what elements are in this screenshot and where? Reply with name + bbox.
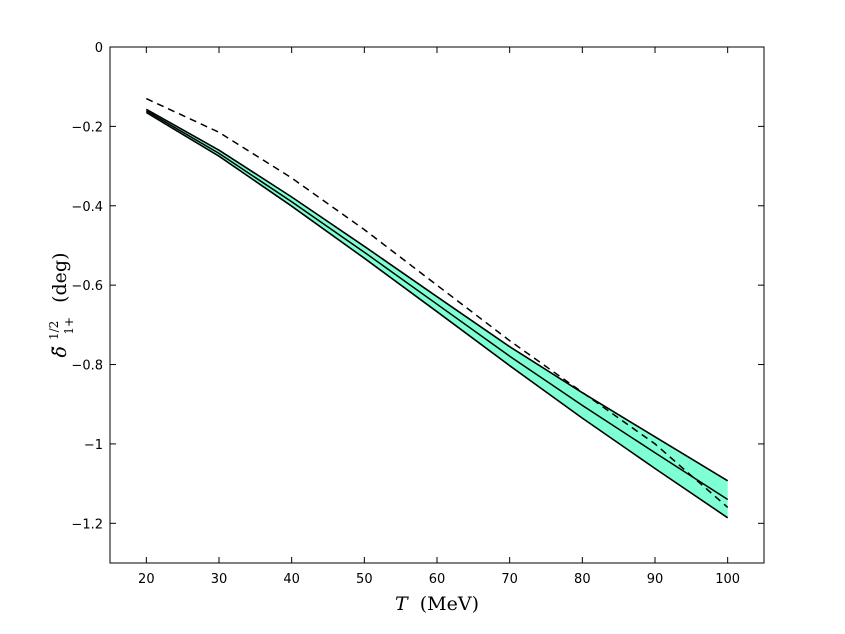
uncertainty-band: [146, 109, 728, 518]
y-axis-unit: (deg): [49, 252, 71, 302]
x-tick-label: 40: [283, 572, 300, 587]
y-tick-label: 0: [95, 41, 103, 56]
x-tick-label: 20: [138, 572, 155, 587]
x-tick-label: 80: [574, 572, 591, 587]
band-lower-edge: [145, 111, 729, 519]
dashed-series-line: [145, 97, 729, 508]
y-axis-subscript: 1+: [62, 317, 76, 335]
x-tick-label: 100: [715, 572, 740, 587]
x-tick-label: 60: [429, 572, 446, 587]
x-tick-label: 70: [501, 572, 518, 587]
x-axis-title: T (MeV): [395, 593, 479, 615]
y-tick-label: −1: [84, 438, 103, 453]
y-axis-superscript: 1/2: [47, 321, 61, 340]
band-upper-edge: [145, 108, 729, 482]
y-tick-label: −0.8: [71, 359, 103, 374]
y-tick-label: −1.2: [71, 517, 103, 532]
x-axis-unit: (MeV): [420, 593, 479, 615]
x-tick-label: 90: [647, 572, 664, 587]
y-axis-title: δ̃ 1/2 1+ (deg): [41, 252, 78, 357]
y-axis-symbol: δ̃: [49, 346, 71, 357]
x-axis-symbol: T: [395, 593, 409, 615]
y-tick-label: −0.2: [71, 120, 103, 135]
x-tick-label: 50: [356, 572, 373, 587]
central-series-line: [145, 110, 729, 501]
plot-area: [145, 97, 729, 519]
y-tick-label: −0.4: [71, 200, 103, 215]
x-tick-label: 30: [211, 572, 228, 587]
axis-ticks: 20 30 40 50 60 70 80 90 100 0 −0.2 −0.4 −0.6 −0.8 −1 −1…: [71, 41, 764, 587]
y-tick-label: −0.6: [71, 279, 103, 294]
